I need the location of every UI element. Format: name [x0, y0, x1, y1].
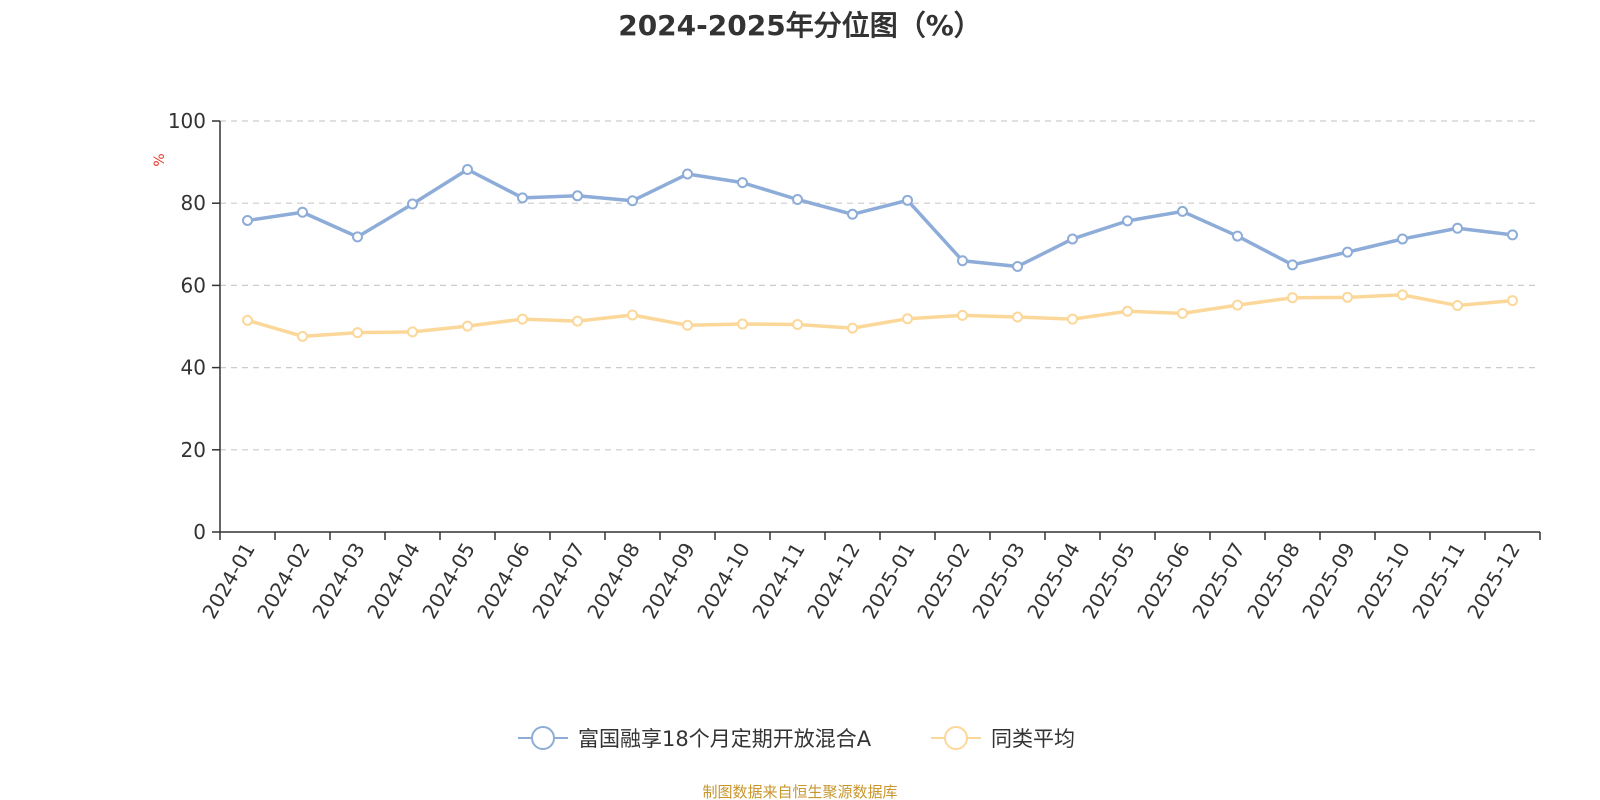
data-point: [517, 192, 528, 204]
series-lines: [242, 163, 1518, 342]
x-tick-label: 2024-07: [527, 539, 590, 623]
data-point: [1342, 291, 1353, 303]
data-point: [682, 168, 693, 180]
x-tick-label: 2025-05: [1077, 539, 1140, 623]
data-point: [957, 309, 968, 321]
data-point: [1342, 246, 1353, 258]
data-point: [737, 318, 748, 330]
data-point: [352, 327, 363, 339]
data-point: [1177, 205, 1188, 217]
data-point: [462, 320, 473, 332]
data-point: [1507, 295, 1518, 307]
x-tick-label: 2025-08: [1242, 539, 1305, 623]
legend-label: 富国融享18个月定期开放混合A: [578, 727, 872, 751]
data-point: [297, 330, 308, 342]
x-tick-label: 2024-04: [362, 539, 425, 623]
x-tick-label: 2025-12: [1462, 539, 1525, 623]
x-tick-label: 2024-09: [637, 539, 700, 623]
x-tick-label: 2024-05: [417, 539, 480, 623]
data-point: [1012, 260, 1023, 272]
data-point: [572, 190, 583, 202]
x-tick-label: 2025-03: [967, 539, 1030, 623]
legend-label: 同类平均: [991, 727, 1075, 751]
legend: 富国融享18个月定期开放混合A 同类平均: [518, 726, 1075, 751]
data-point: [1287, 259, 1298, 271]
x-tick-label: 2024-10: [692, 539, 755, 623]
x-tick-label: 2024-03: [307, 539, 370, 623]
data-point: [902, 194, 913, 206]
y-axis-label: %: [152, 153, 168, 166]
data-point: [242, 314, 253, 326]
x-tick-label: 2024-06: [472, 539, 535, 623]
x-tick-label: 2024-01: [197, 539, 260, 623]
x-tick-label: 2024-12: [802, 539, 865, 623]
data-point: [407, 198, 418, 210]
chart-title: 2024-2025年分位图（%）: [618, 9, 982, 42]
y-tick-label: 40: [181, 356, 206, 380]
data-point: [242, 214, 253, 226]
y-tick-label: 60: [181, 273, 206, 297]
data-point: [1507, 229, 1518, 241]
x-tick-label: 2025-02: [912, 539, 975, 623]
x-tick-label: 2025-10: [1352, 539, 1415, 623]
data-point: [792, 194, 803, 206]
data-point: [957, 255, 968, 267]
x-tick-label: 2025-09: [1297, 539, 1360, 623]
x-tick-label: 2025-01: [857, 539, 920, 623]
data-point: [297, 206, 308, 218]
y-tick-label: 20: [181, 438, 206, 462]
data-point: [1122, 305, 1133, 317]
data-point: [1287, 292, 1298, 304]
data-point: [847, 208, 858, 220]
data-point: [1067, 313, 1078, 325]
data-point: [1452, 222, 1463, 234]
x-tick-label: 2025-04: [1022, 539, 1085, 623]
x-tick-label: 2025-06: [1132, 539, 1195, 623]
x-tick-label: 2025-07: [1187, 539, 1250, 623]
data-point: [1452, 300, 1463, 312]
data-point: [792, 318, 803, 330]
legend-item-1: 富国融享18个月定期开放混合A: [518, 726, 872, 751]
series-line-2: [247, 293, 1513, 339]
x-tick-label: 2024-08: [582, 539, 645, 623]
data-point: [572, 315, 583, 327]
data-point: [1122, 215, 1133, 227]
data-point: [352, 231, 363, 243]
data-point: [1067, 233, 1078, 245]
data-point: [1397, 289, 1408, 301]
data-point: [682, 319, 693, 331]
data-point: [1012, 311, 1023, 323]
x-tick-label: 2025-11: [1407, 539, 1470, 623]
data-point: [1177, 307, 1188, 319]
data-point: [847, 322, 858, 334]
source-note: 制图数据来自恒生聚源数据库: [702, 783, 898, 800]
x-tick-label: 2024-02: [252, 539, 315, 623]
data-point: [1232, 230, 1243, 242]
grid-lines: [220, 120, 1540, 451]
data-point: [627, 195, 638, 207]
y-tick-label: 100: [168, 109, 206, 133]
data-point: [1232, 299, 1243, 311]
data-point: [627, 309, 638, 321]
data-point: [407, 326, 418, 338]
data-point: [1397, 233, 1408, 245]
series-line-1: [247, 167, 1513, 269]
legend-marker: [531, 726, 555, 750]
data-point: [902, 313, 913, 325]
y-tick-label: 80: [181, 191, 206, 215]
legend-marker: [944, 726, 968, 750]
y-tick-label: 0: [193, 520, 206, 544]
axes: 020406080100%2024-012024-022024-032024-0…: [152, 109, 1541, 623]
legend-item-2: 同类平均: [931, 726, 1075, 751]
data-point: [737, 177, 748, 189]
data-point: [462, 163, 473, 175]
x-tick-label: 2024-11: [747, 539, 810, 623]
data-point: [517, 313, 528, 325]
